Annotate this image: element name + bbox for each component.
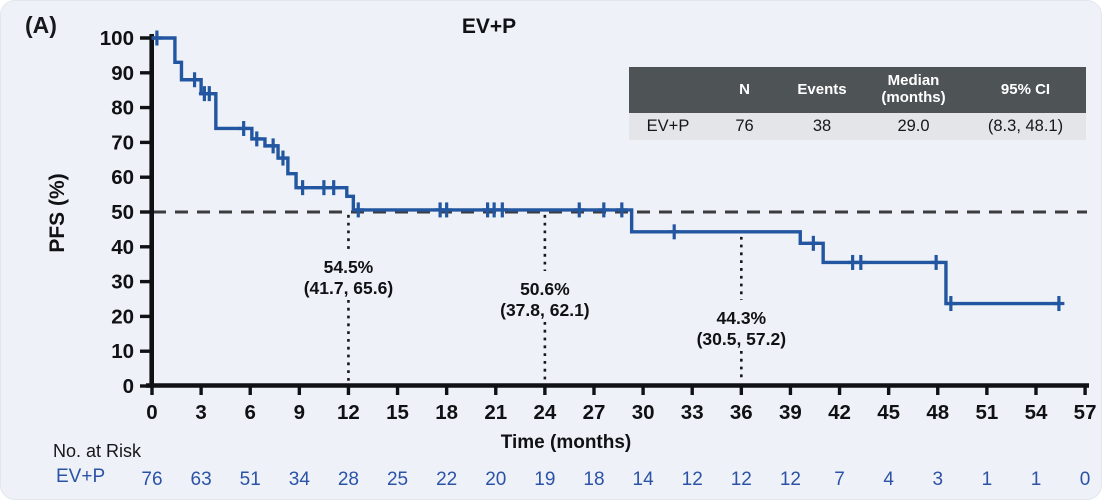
summary-header-group <box>629 67 707 113</box>
x-tick-label: 45 <box>877 401 900 424</box>
y-tick-label: 50 <box>111 201 134 224</box>
summary-cell-n: 76 <box>735 117 754 136</box>
summary-header-median: Median (months) <box>881 72 946 106</box>
risk-count: 14 <box>633 469 655 490</box>
milestone-ci: (30.5, 57.2) <box>697 329 787 349</box>
summary-cell-group: EV+P <box>646 117 690 136</box>
x-tick-label: 33 <box>681 401 704 424</box>
risk-count: 25 <box>387 469 408 490</box>
milestone-rate: 44.3% <box>717 308 767 328</box>
x-tick-label: 57 <box>1074 401 1097 424</box>
x-tick-label: 54 <box>1025 401 1048 424</box>
x-axis-label: Time (months) <box>500 432 632 453</box>
x-tick-label: 24 <box>533 401 556 424</box>
x-tick-label: 15 <box>386 401 409 424</box>
risk-count: 63 <box>191 469 212 490</box>
summary-table-header-row: N Events Median (months) 95% CI <box>629 67 1086 113</box>
risk-count: 12 <box>780 469 801 490</box>
x-tick-label: 9 <box>294 401 305 424</box>
x-tick-label: 48 <box>926 401 949 424</box>
risk-count: 1 <box>982 469 993 490</box>
x-tick-label: 3 <box>195 401 206 424</box>
milestone-rate: 50.6% <box>520 279 570 299</box>
x-tick-label: 36 <box>730 401 753 424</box>
risk-table-group-label: EV+P <box>56 466 106 487</box>
x-tick-label: 12 <box>337 401 360 424</box>
y-tick-label: 80 <box>111 97 134 120</box>
panel-label: (A) <box>25 12 57 38</box>
risk-count: 7 <box>834 469 845 490</box>
x-tick-label: 0 <box>146 401 157 424</box>
milestone-guides <box>347 214 743 382</box>
x-tick-label: 42 <box>828 401 851 424</box>
risk-count: 28 <box>338 469 359 490</box>
summary-stats-table: N Events Median (months) 95% CI EV+P 76 … <box>629 67 1086 140</box>
x-tick-label: 6 <box>245 401 256 424</box>
y-tick-label: 10 <box>111 340 134 363</box>
y-tick-label: 70 <box>111 131 134 154</box>
risk-counts: 76 63 51 34 28 25 22 20 19 18 14 12 12 12 7 4 3 1 1 0 <box>141 469 1090 490</box>
risk-count: 12 <box>682 469 703 490</box>
summary-cell-median: 29.0 <box>897 117 930 136</box>
x-tick-label: 21 <box>484 401 507 424</box>
y-axis: 0 10 20 30 40 50 60 70 80 90 100 <box>100 27 154 398</box>
y-tick-label: 40 <box>111 236 134 259</box>
x-axis: 0 3 6 9 12 15 18 21 24 27 30 33 36 39 42 45 48 51 54 57 <box>146 383 1097 424</box>
milestone-rate: 54.5% <box>324 257 374 277</box>
risk-count: 0 <box>1080 469 1091 490</box>
milestone-ci: (41.7, 65.6) <box>304 278 394 298</box>
summary-table-data-row: EV+P 76 38 29.0 (8.3, 48.1) <box>629 113 1086 140</box>
risk-count: 19 <box>534 469 555 490</box>
y-tick-label: 0 <box>123 375 134 398</box>
risk-count: 4 <box>883 469 894 490</box>
x-tick-label: 39 <box>779 401 802 424</box>
risk-table-title: No. at Risk <box>53 441 142 461</box>
risk-count: 34 <box>289 469 311 490</box>
summary-cell-events: 38 <box>812 117 832 136</box>
x-tick-label: 27 <box>583 401 606 424</box>
summary-header-events: Events <box>797 80 847 98</box>
risk-count: 22 <box>436 469 457 490</box>
summary-header-n: N <box>739 80 750 98</box>
risk-count: 76 <box>141 469 162 490</box>
risk-count: 3 <box>932 469 943 490</box>
risk-count: 51 <box>240 469 261 490</box>
x-tick-label: 51 <box>975 401 998 424</box>
milestone-annotations: 54.5%(41.7, 65.6) 50.6%(37.8, 62.1) 44.3%(… <box>304 257 786 349</box>
milestone-ci: (37.8, 62.1) <box>500 300 590 320</box>
km-curve <box>152 36 1061 306</box>
y-tick-label: 90 <box>111 62 134 85</box>
risk-count: 18 <box>583 469 604 490</box>
y-tick-label: 100 <box>100 27 134 50</box>
risk-count: 20 <box>485 469 506 490</box>
y-tick-label: 30 <box>111 271 134 294</box>
censor-marks <box>151 30 1065 312</box>
chart-title: EV+P <box>461 15 517 38</box>
summary-header-ci: 95% CI <box>1000 80 1051 98</box>
y-tick-label: 20 <box>111 305 134 328</box>
summary-cell-ci: (8.3, 48.1) <box>987 117 1064 136</box>
x-tick-label: 18 <box>435 401 458 424</box>
x-tick-label: 30 <box>632 401 655 424</box>
risk-count: 1 <box>1031 469 1042 490</box>
risk-count: 12 <box>731 469 752 490</box>
km-curve-path <box>152 36 1061 306</box>
y-tick-label: 60 <box>111 166 134 189</box>
